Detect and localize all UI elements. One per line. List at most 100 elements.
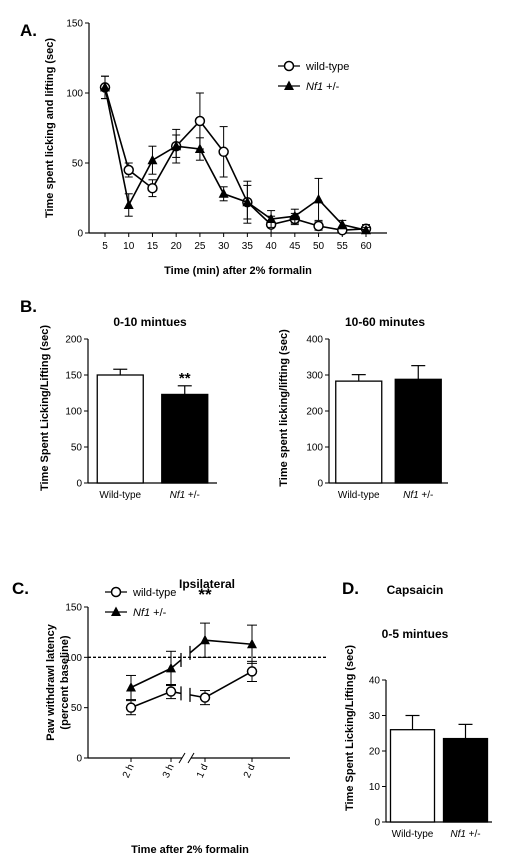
b1-significance: ** (179, 370, 191, 387)
c-point-nf1 (126, 682, 136, 692)
panel-a-chart: 0 50 100 150 5 10 15 20 25 30 35 40 45 50 55 60 wild-typ… (44, 19, 387, 277)
b2-title: 10-60 minutes (345, 315, 425, 329)
a-x-tick-label: 25 (194, 241, 206, 252)
b2-x-tick-label: Nf1 +/- (403, 490, 433, 501)
d-x-tick-label: Wild-type (392, 829, 434, 840)
b1-y-axis-title: Time Spent Licking/Lifting (sec) (39, 325, 51, 491)
c-legend-marker (110, 586, 122, 598)
panel-letter-d: D. (342, 579, 359, 598)
a-point-nf1 (147, 154, 158, 165)
a-point-wild-type (218, 146, 229, 158)
a-legend-marker (283, 60, 295, 72)
c-point-wild-type (246, 666, 258, 677)
a-x-tick-label: 15 (147, 241, 159, 252)
d-bar-nf1 (442, 737, 489, 823)
panel-letter-c: C. (12, 579, 29, 598)
b2-x-tick-label: Wild-type (338, 490, 380, 501)
a-point-nf1 (266, 213, 277, 223)
c-x-tick-label: 2 h (121, 763, 137, 780)
a-point-wild-type (147, 182, 158, 194)
c-legend-label: Nf1 +/- (133, 607, 167, 619)
d-y-tick-label: 10 (369, 782, 381, 793)
c-axis-break (187, 752, 195, 764)
a-y-tick-label: 50 (72, 159, 84, 170)
b1-y-tick-label: 50 (71, 443, 83, 454)
a-point-nf1 (194, 143, 205, 153)
panel-c-chart: 0 50 100 150 2 h 3 h 1 d 2 d wild-type Nf1 +/- **I… (45, 577, 328, 856)
c-x-tick-label: 1 d (195, 763, 211, 780)
b2-y-tick-label: 300 (306, 371, 323, 382)
c-axis-break (178, 752, 186, 764)
a-x-tick-label: 45 (289, 241, 301, 252)
a-legend-label: wild-type (305, 61, 349, 73)
c-y-tick-label: 0 (76, 754, 82, 765)
a-point-nf1 (337, 219, 348, 229)
b1-bar-nf1 (161, 393, 209, 484)
d-chart: 0 10 20 30 40 Wild-type Nf1 +/- Capsaicin 0-5 mi… (344, 583, 492, 840)
a-x-tick-label: 60 (360, 241, 372, 252)
d-x-tick-label: Nf1 +/- (450, 829, 480, 840)
b2-bar-nf1 (394, 378, 442, 484)
b2-chart: 0 100 200 300 400 Wild-type Nf1 +/- 10-60 minut… (278, 315, 448, 501)
d-title: Capsaicin (387, 583, 444, 597)
a-point-nf1 (313, 193, 324, 204)
a-x-axis-title: Time (min) after 2% formalin (164, 265, 312, 277)
b2-y-axis-title: Time spent licking/lifting (sec) (278, 329, 290, 487)
a-x-tick-label: 30 (218, 241, 230, 252)
panel-letter-a: A. (20, 21, 37, 40)
c-title: Ipsilateral (179, 577, 235, 591)
a-point-nf1 (123, 199, 134, 209)
d-y-tick-label: 40 (369, 676, 381, 687)
c-y-tick-label: 100 (65, 653, 82, 664)
c-legend-label: wild-type (132, 587, 176, 599)
a-x-tick-label: 10 (123, 241, 135, 252)
d-subtitle: 0-5 mintues (382, 627, 449, 641)
b2-y-tick-label: 400 (306, 335, 323, 346)
b2-y-tick-label: 200 (306, 407, 323, 418)
a-x-tick-label: 35 (242, 241, 254, 252)
a-point-nf1 (289, 210, 300, 221)
c-point-wild-type (165, 686, 177, 697)
c-series-line (204, 670, 253, 699)
b2-bar-wild-type (335, 380, 383, 484)
a-point-nf1 (242, 196, 253, 207)
a-point-wild-type (194, 115, 206, 127)
c-y-tick-label: 50 (71, 703, 83, 714)
b1-y-tick-label: 200 (65, 335, 82, 346)
c-y-tick-label: 150 (65, 603, 82, 614)
b1-chart: 0 50 100 150 200 Wild-type Nf1 +/- ** 0-10 mintu… (39, 315, 217, 501)
a-point-nf1 (361, 224, 371, 235)
a-legend-marker (284, 80, 294, 90)
a-y-axis-title: Time spent licking and lifting (sec) (44, 38, 56, 218)
b2-y-tick-label: 0 (317, 479, 323, 490)
c-point-wild-type (125, 702, 137, 713)
c-series-line (130, 690, 172, 709)
d-y-tick-label: 0 (374, 818, 380, 829)
a-series-line (104, 87, 367, 231)
b1-title: 0-10 mintues (113, 315, 187, 329)
a-point-wild-type (313, 220, 324, 232)
c-x-axis-title: Time after 2% formalin (131, 844, 249, 856)
panel-letter-b: B. (20, 297, 37, 316)
d-bar-wild-type (389, 729, 436, 823)
c-point-nf1 (200, 634, 210, 645)
c-x-tick-label: 2 d (242, 763, 258, 780)
b1-y-tick-label: 150 (65, 371, 82, 382)
a-x-tick-label: 5 (102, 241, 108, 252)
a-y-tick-label: 0 (77, 229, 83, 240)
c-series-line (130, 667, 172, 689)
d-y-axis-title: Time Spent Licking/Lifting (sec) (344, 645, 356, 811)
a-point-nf1 (171, 140, 182, 151)
c-point-nf1 (247, 638, 257, 649)
b1-bar-wild-type (96, 374, 144, 484)
a-x-tick-label: 55 (337, 241, 349, 252)
a-x-tick-label: 40 (266, 241, 278, 252)
a-legend-label: Nf1 +/- (306, 81, 340, 93)
a-y-tick-label: 100 (66, 89, 83, 100)
a-point-nf1 (100, 81, 110, 92)
c-y-axis-title: Paw withdrawl latency (percent baseline) (45, 623, 71, 741)
c-legend-marker (111, 606, 121, 616)
c-point-wild-type (199, 692, 211, 703)
a-x-tick-label: 20 (171, 241, 183, 252)
